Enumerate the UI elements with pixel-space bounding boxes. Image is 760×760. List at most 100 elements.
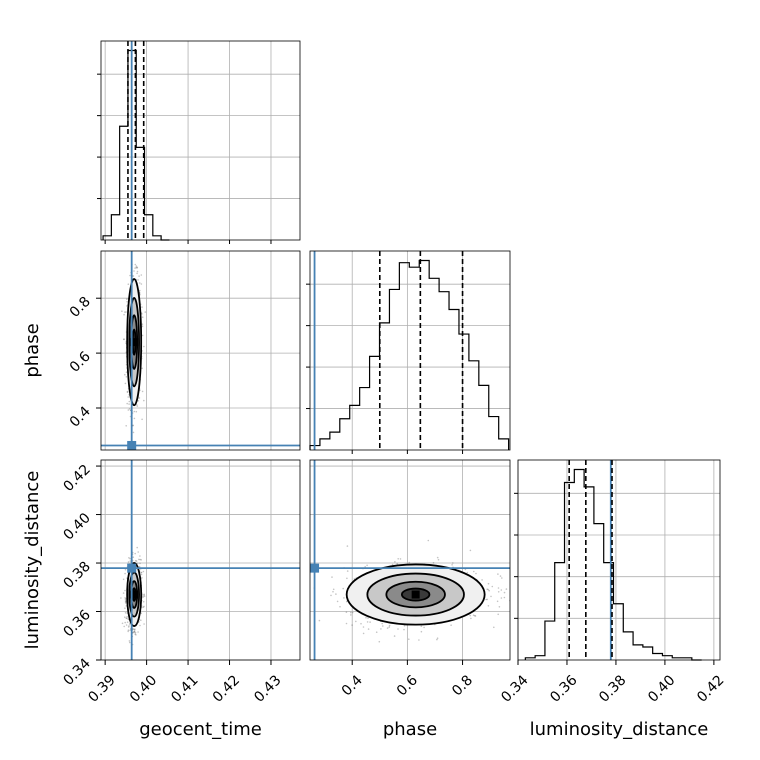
- frame-layer: [100, 40, 721, 661]
- scatter-point: [124, 616, 126, 618]
- scatter-point: [339, 605, 341, 608]
- scatter-point: [128, 623, 131, 625]
- scatter-point: [124, 601, 127, 603]
- scatter-point: [135, 265, 138, 267]
- ytick-label-luminosity_distance-0: 0.34: [60, 655, 93, 688]
- scatter-point: [140, 274, 143, 276]
- scatter-point: [388, 624, 391, 627]
- scatter-point: [345, 611, 348, 613]
- scatter-point: [141, 306, 143, 308]
- scatter-point: [126, 305, 128, 307]
- scatter-point: [132, 275, 135, 277]
- scatter-point: [378, 640, 381, 643]
- contour-line-0: [126, 278, 143, 407]
- panel-frame-luminosity_distance_vs_phase: [309, 459, 511, 661]
- scatter-point: [140, 612, 142, 614]
- scatter-point: [474, 615, 477, 617]
- scatter-point: [497, 573, 499, 575]
- scatter-point: [133, 631, 136, 633]
- scatter-point: [134, 559, 137, 562]
- panel-luminosity_distance_vs_geocent_time: [101, 460, 300, 660]
- scatter-point: [487, 588, 490, 591]
- scatter-point: [127, 561, 130, 563]
- scatter-point: [342, 587, 345, 590]
- mode-marker: [130, 590, 139, 599]
- truth-marker: [127, 563, 137, 573]
- scatter-point: [505, 588, 508, 590]
- scatter-point: [124, 621, 126, 624]
- scatter-point: [122, 592, 125, 594]
- scatter-point: [126, 621, 129, 623]
- scatter-point: [124, 600, 127, 602]
- scatter-point: [366, 564, 368, 567]
- scatter-point: [487, 582, 490, 585]
- axis-label-layer: geocent_time phase luminosity_distancephas…: [22, 323, 708, 740]
- scatter-point: [134, 628, 136, 630]
- xtick-label-phase-2: 0.8: [449, 672, 476, 699]
- scatter-point: [128, 400, 131, 403]
- scatter-point: [143, 399, 145, 402]
- scatter-point: [134, 263, 137, 266]
- scatter-point: [133, 631, 135, 633]
- scatter-point: [481, 579, 483, 581]
- scatter-point: [529, 601, 531, 603]
- scatter-point: [127, 396, 129, 398]
- scatter-point: [140, 571, 143, 574]
- scatter-point: [367, 617, 369, 619]
- scatter-point: [136, 405, 139, 407]
- scatter-point: [137, 400, 140, 402]
- scatter-point: [388, 626, 391, 628]
- scatter-point: [126, 300, 128, 303]
- scatter-point: [346, 570, 349, 572]
- scatter-point: [139, 558, 141, 561]
- panel-luminosity_distance_vs_phase: [310, 460, 531, 660]
- scatter-point: [132, 431, 135, 434]
- scatter-point: [134, 552, 136, 555]
- scatter-point: [346, 545, 349, 547]
- scatter-point: [437, 558, 440, 561]
- scatter-point: [142, 600, 145, 603]
- xtick-label-geocent_time-0: 0.39: [85, 672, 118, 705]
- ytick-label-phase-1: 0.6: [67, 349, 94, 376]
- ylabel-phase: phase: [22, 323, 43, 377]
- scatter-point: [503, 591, 506, 594]
- scatter-point: [127, 630, 129, 633]
- scatter-point: [127, 618, 130, 621]
- xtick-label-luminosity_distance-4: 0.42: [694, 672, 727, 705]
- scatter-point: [452, 562, 454, 564]
- scatter-point: [500, 597, 503, 599]
- scatter-point: [125, 597, 127, 600]
- ytick-label-luminosity_distance-1: 0.36: [60, 607, 93, 640]
- scatter-point: [128, 641, 131, 644]
- scatter-point: [125, 425, 127, 427]
- scatter-point: [125, 376, 128, 378]
- scatter-point: [129, 274, 131, 277]
- scatter-point: [127, 629, 130, 631]
- scatter-point: [396, 562, 399, 565]
- scatter-point: [473, 570, 475, 573]
- scatter-point: [124, 311, 126, 313]
- histogram-luminosity_distance: [524, 468, 702, 661]
- scatter-point: [142, 570, 145, 573]
- contour-line-1: [128, 297, 140, 388]
- scatter-point: [355, 620, 357, 623]
- scatter-point: [124, 373, 126, 376]
- scatter-point: [132, 628, 135, 631]
- scatter-point: [499, 575, 502, 577]
- scatter-point: [399, 558, 402, 560]
- scatter-point: [403, 628, 405, 631]
- xtick-label-luminosity_distance-0: 0.34: [498, 672, 531, 705]
- scatter-point: [474, 614, 476, 617]
- scatter-point: [346, 600, 348, 603]
- scatter-point: [143, 623, 145, 625]
- scatter-point: [123, 338, 125, 341]
- scatter-point: [343, 597, 345, 599]
- scatter-point: [124, 589, 126, 592]
- panel-frame-phase: [309, 250, 511, 451]
- scatter-point: [125, 624, 128, 626]
- scatter-point: [350, 611, 352, 614]
- scatter-point: [140, 283, 143, 285]
- scatter-point: [141, 577, 143, 579]
- scatter-point: [124, 568, 127, 571]
